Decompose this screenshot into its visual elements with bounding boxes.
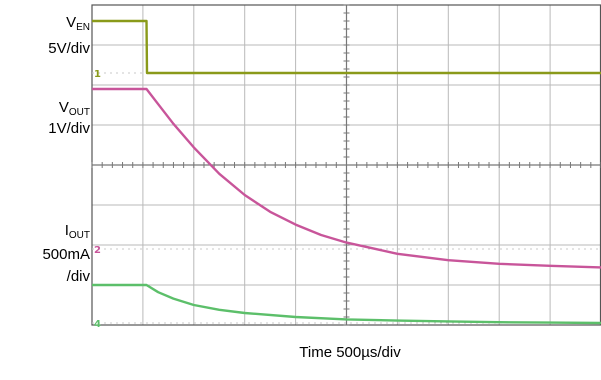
iout-channel-label: IOUT [2, 222, 90, 245]
trace-ven [92, 19, 601, 75]
vout-name: V [58, 99, 69, 116]
ven-name: V [66, 14, 77, 31]
traces [92, 19, 601, 325]
iout-name: I [64, 222, 69, 239]
ven-scale-label: 5V/div [48, 40, 90, 57]
ven-channel-label: VEN [2, 14, 90, 37]
iout-scale-label-line2: /div [66, 268, 90, 285]
vout-scale-label: 1V/div [48, 120, 90, 137]
grid [91, 4, 601, 326]
ground-marker-iout: 4 [94, 319, 101, 330]
x-axis-label: Time 500µs/div [299, 344, 401, 361]
ven-subscript: EN [76, 22, 90, 33]
ground-marker-ven: 1 [94, 69, 101, 80]
trace-iout [92, 283, 601, 325]
ground-marker-vout: 2 [94, 245, 101, 256]
vout-subscript: OUT [68, 107, 90, 118]
iout-scale-label-line1: 500mA [42, 246, 90, 263]
vout-channel-label: VOUT [2, 99, 90, 122]
ground-markers: 1 2 4 [94, 69, 101, 330]
trace-vout [92, 87, 601, 269]
iout-subscript: OUT [68, 230, 90, 241]
